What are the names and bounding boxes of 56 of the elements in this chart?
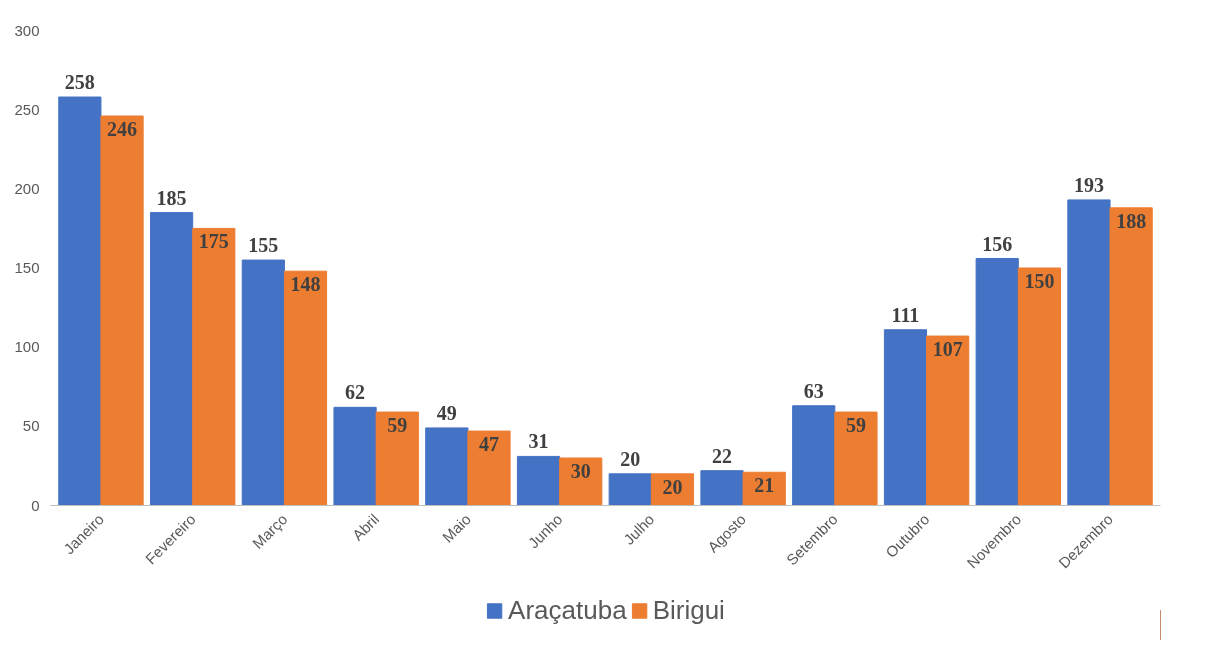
data-label: 49 [436,401,457,424]
bar [1109,207,1153,506]
data-label: 111 [891,303,920,326]
data-label: 21 [754,474,775,497]
data-label: 155 [248,234,279,257]
y-tick-label: 100 [14,338,40,356]
data-label: 63 [803,379,824,402]
bar [926,335,970,506]
bar [792,405,836,506]
data-label: 188 [1116,209,1147,232]
data-label: 193 [1073,173,1104,196]
bar [1017,267,1062,506]
bar [834,411,878,506]
bar [192,227,236,506]
data-label: 246 [107,118,138,140]
bar [100,115,144,506]
data-label: 31 [528,430,549,453]
bar [241,259,285,506]
bar [283,270,328,506]
bar [467,430,511,506]
data-label: 185 [156,186,187,209]
bar [742,471,786,506]
y-tick-label: 150 [14,259,40,276]
data-label: 62 [345,381,366,404]
data-label: 148 [290,273,321,296]
bar [516,455,561,506]
y-tick-label: 300 [14,21,40,39]
bar [375,411,419,506]
y-tick-label: 250 [14,100,40,118]
data-label: 20 [620,447,641,470]
bar [425,427,469,506]
data-label: 47 [479,433,499,456]
data-label: 107 [932,338,963,361]
data-label: 150 [1024,270,1055,292]
y-tick-label: 50 [22,417,40,435]
bar [1067,199,1111,506]
data-label: 175 [198,230,229,253]
legend-label: Araçatuba [508,594,627,626]
bar [58,96,102,506]
bar [975,258,1019,506]
data-label: 59 [387,414,408,437]
bar [700,470,744,506]
data-label: 59 [845,414,866,437]
y-tick-label: 0 [31,496,40,514]
data-label: 30 [570,460,591,482]
bar [149,212,194,506]
data-label: 156 [982,232,1013,255]
legend-label: Birigui [652,594,725,626]
bar [559,457,603,506]
data-label: 22 [712,444,732,467]
bar [883,329,928,506]
y-tick-label: 200 [14,179,40,197]
data-label: 20 [662,475,683,498]
bar [608,473,652,506]
data-label: 258 [64,71,95,93]
bar [333,406,377,506]
